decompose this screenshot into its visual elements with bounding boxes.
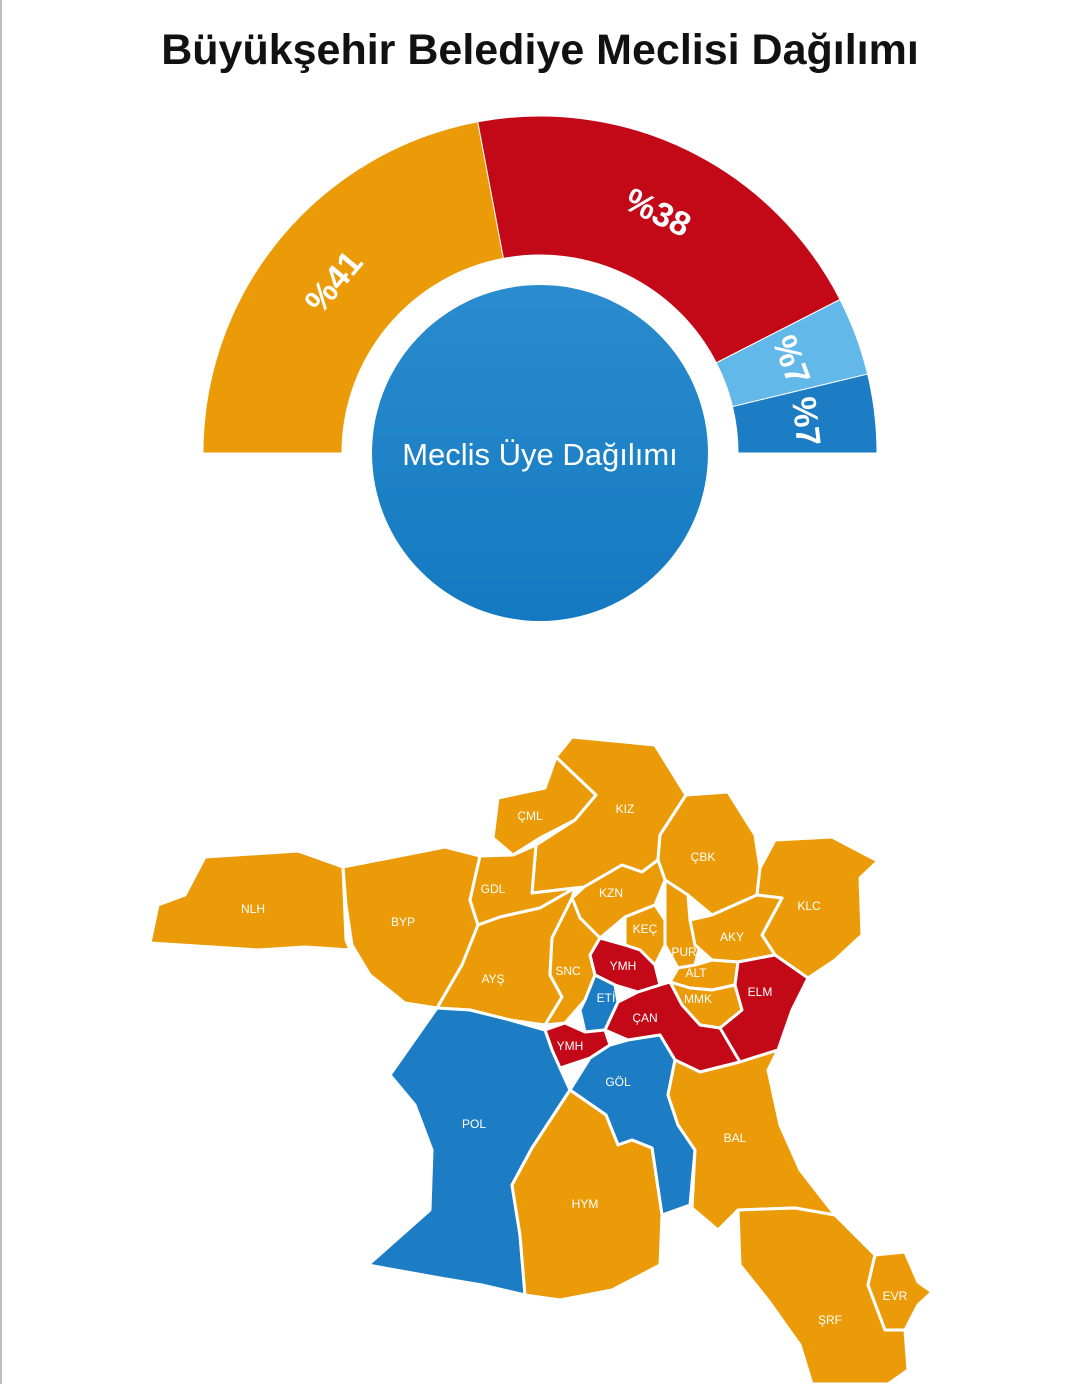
donut-slice[interactable] [731,373,878,454]
region-alt[interactable]: ALT [668,958,740,992]
region-byp[interactable]: BYP [341,845,482,1010]
district-map: NLH BYP ÇML KIZ GDL ÇBK KLC KZN [148,735,934,1384]
region-label: SNC [555,964,581,978]
region-shape [148,849,352,952]
page-title: Büyükşehir Belediye Meclisi Dağılımı [161,26,919,74]
region-label: YMH [610,959,637,973]
center-label: Meclis Üye Dağılımı [402,437,678,472]
region-evr[interactable]: EVR [866,1250,934,1332]
region-label: ŞRF [818,1313,842,1327]
region-label: ELM [748,985,773,999]
region-label: AYŞ [481,972,504,986]
region-hym[interactable]: HYM [510,1088,664,1302]
region-shape [510,1088,664,1302]
region-label: ÇML [517,809,543,823]
region-label: NLH [241,902,265,916]
region-pol[interactable]: POL [366,1006,572,1297]
half-donut-chart: %41%38%7%7 [202,115,878,454]
region-srf[interactable]: ŞRF [736,1206,910,1384]
region-label: ETİ [597,991,616,1005]
region-label: POL [462,1117,486,1131]
region-label: GÖL [605,1075,631,1089]
region-shape [866,1250,934,1332]
region-label: YMH [557,1039,584,1053]
region-label: ALT [685,966,707,980]
region-nlh[interactable]: NLH [148,849,352,952]
region-label: KLC [797,899,821,913]
region-label: BYP [391,915,415,929]
slice-label: %7 [784,395,828,448]
region-shape [736,1206,910,1384]
donut-slice[interactable] [202,121,505,454]
region-bal[interactable]: BAL [666,1048,837,1232]
region-label: KZN [599,886,623,900]
region-label: MMK [684,992,712,1006]
region-label: PUR [671,945,697,959]
donut-slice[interactable] [477,115,841,364]
region-label: KIZ [616,802,635,816]
region-pur[interactable]: PUR [663,878,702,970]
region-label: EVR [883,1289,908,1303]
region-label: ÇBK [691,850,716,864]
region-shape [666,1048,837,1232]
region-label: ÇAN [632,1011,657,1025]
region-label: HYM [572,1197,599,1211]
region-label: BAL [724,1131,747,1145]
left-edge-rule [0,0,2,1384]
region-label: KEÇ [633,922,658,936]
region-label: GDL [481,882,506,896]
center-circle [372,285,708,621]
region-label: AKY [720,930,744,944]
